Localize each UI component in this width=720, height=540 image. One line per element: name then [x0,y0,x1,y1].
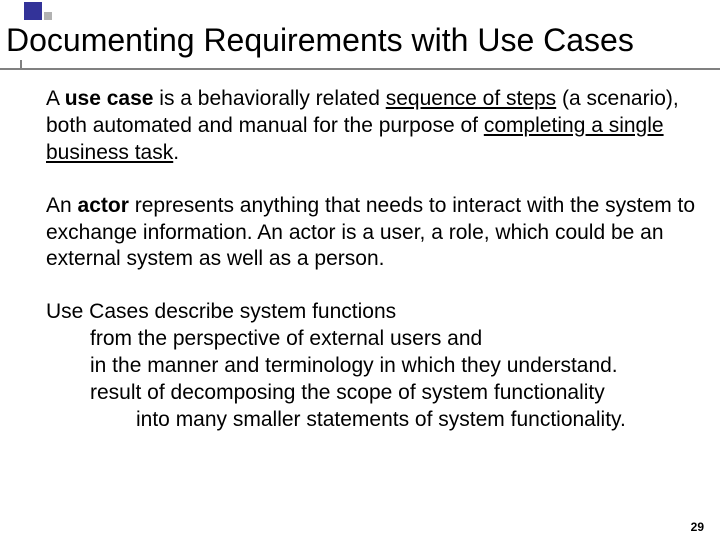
sub-line: in the manner and terminology in which t… [90,353,700,380]
accent-square-large [24,2,42,20]
text-run: A [46,87,65,110]
paragraph-use-case: A use case is a behaviorally related seq… [46,86,700,167]
term-use-case: use case [65,87,154,110]
sub-line: result of decomposing the scope of syste… [90,380,700,407]
paragraph-describe: Use Cases describe system functions from… [46,299,700,433]
paragraph-actor: An actor represents anything that needs … [46,193,700,274]
slide-body: A use case is a behaviorally related seq… [46,86,700,434]
accent-square-small [44,12,52,20]
text-run: represents anything that needs to intera… [46,194,695,271]
term-actor: actor [78,194,129,217]
text-run: is a behaviorally related [153,87,385,110]
slide-title: Documenting Requirements with Use Cases [6,22,634,59]
text-run: . [173,141,179,164]
term-sequence-of-steps: sequence of steps [386,87,556,110]
sub-line-indent: into many smaller statements of system f… [136,407,700,434]
title-rule [0,68,720,70]
text-run: An [46,194,78,217]
page-number: 29 [691,520,704,534]
sub-line: from the perspective of external users a… [90,326,700,353]
slide: Documenting Requirements with Use Cases … [0,0,720,540]
lead-line: Use Cases describe system functions [46,299,700,326]
